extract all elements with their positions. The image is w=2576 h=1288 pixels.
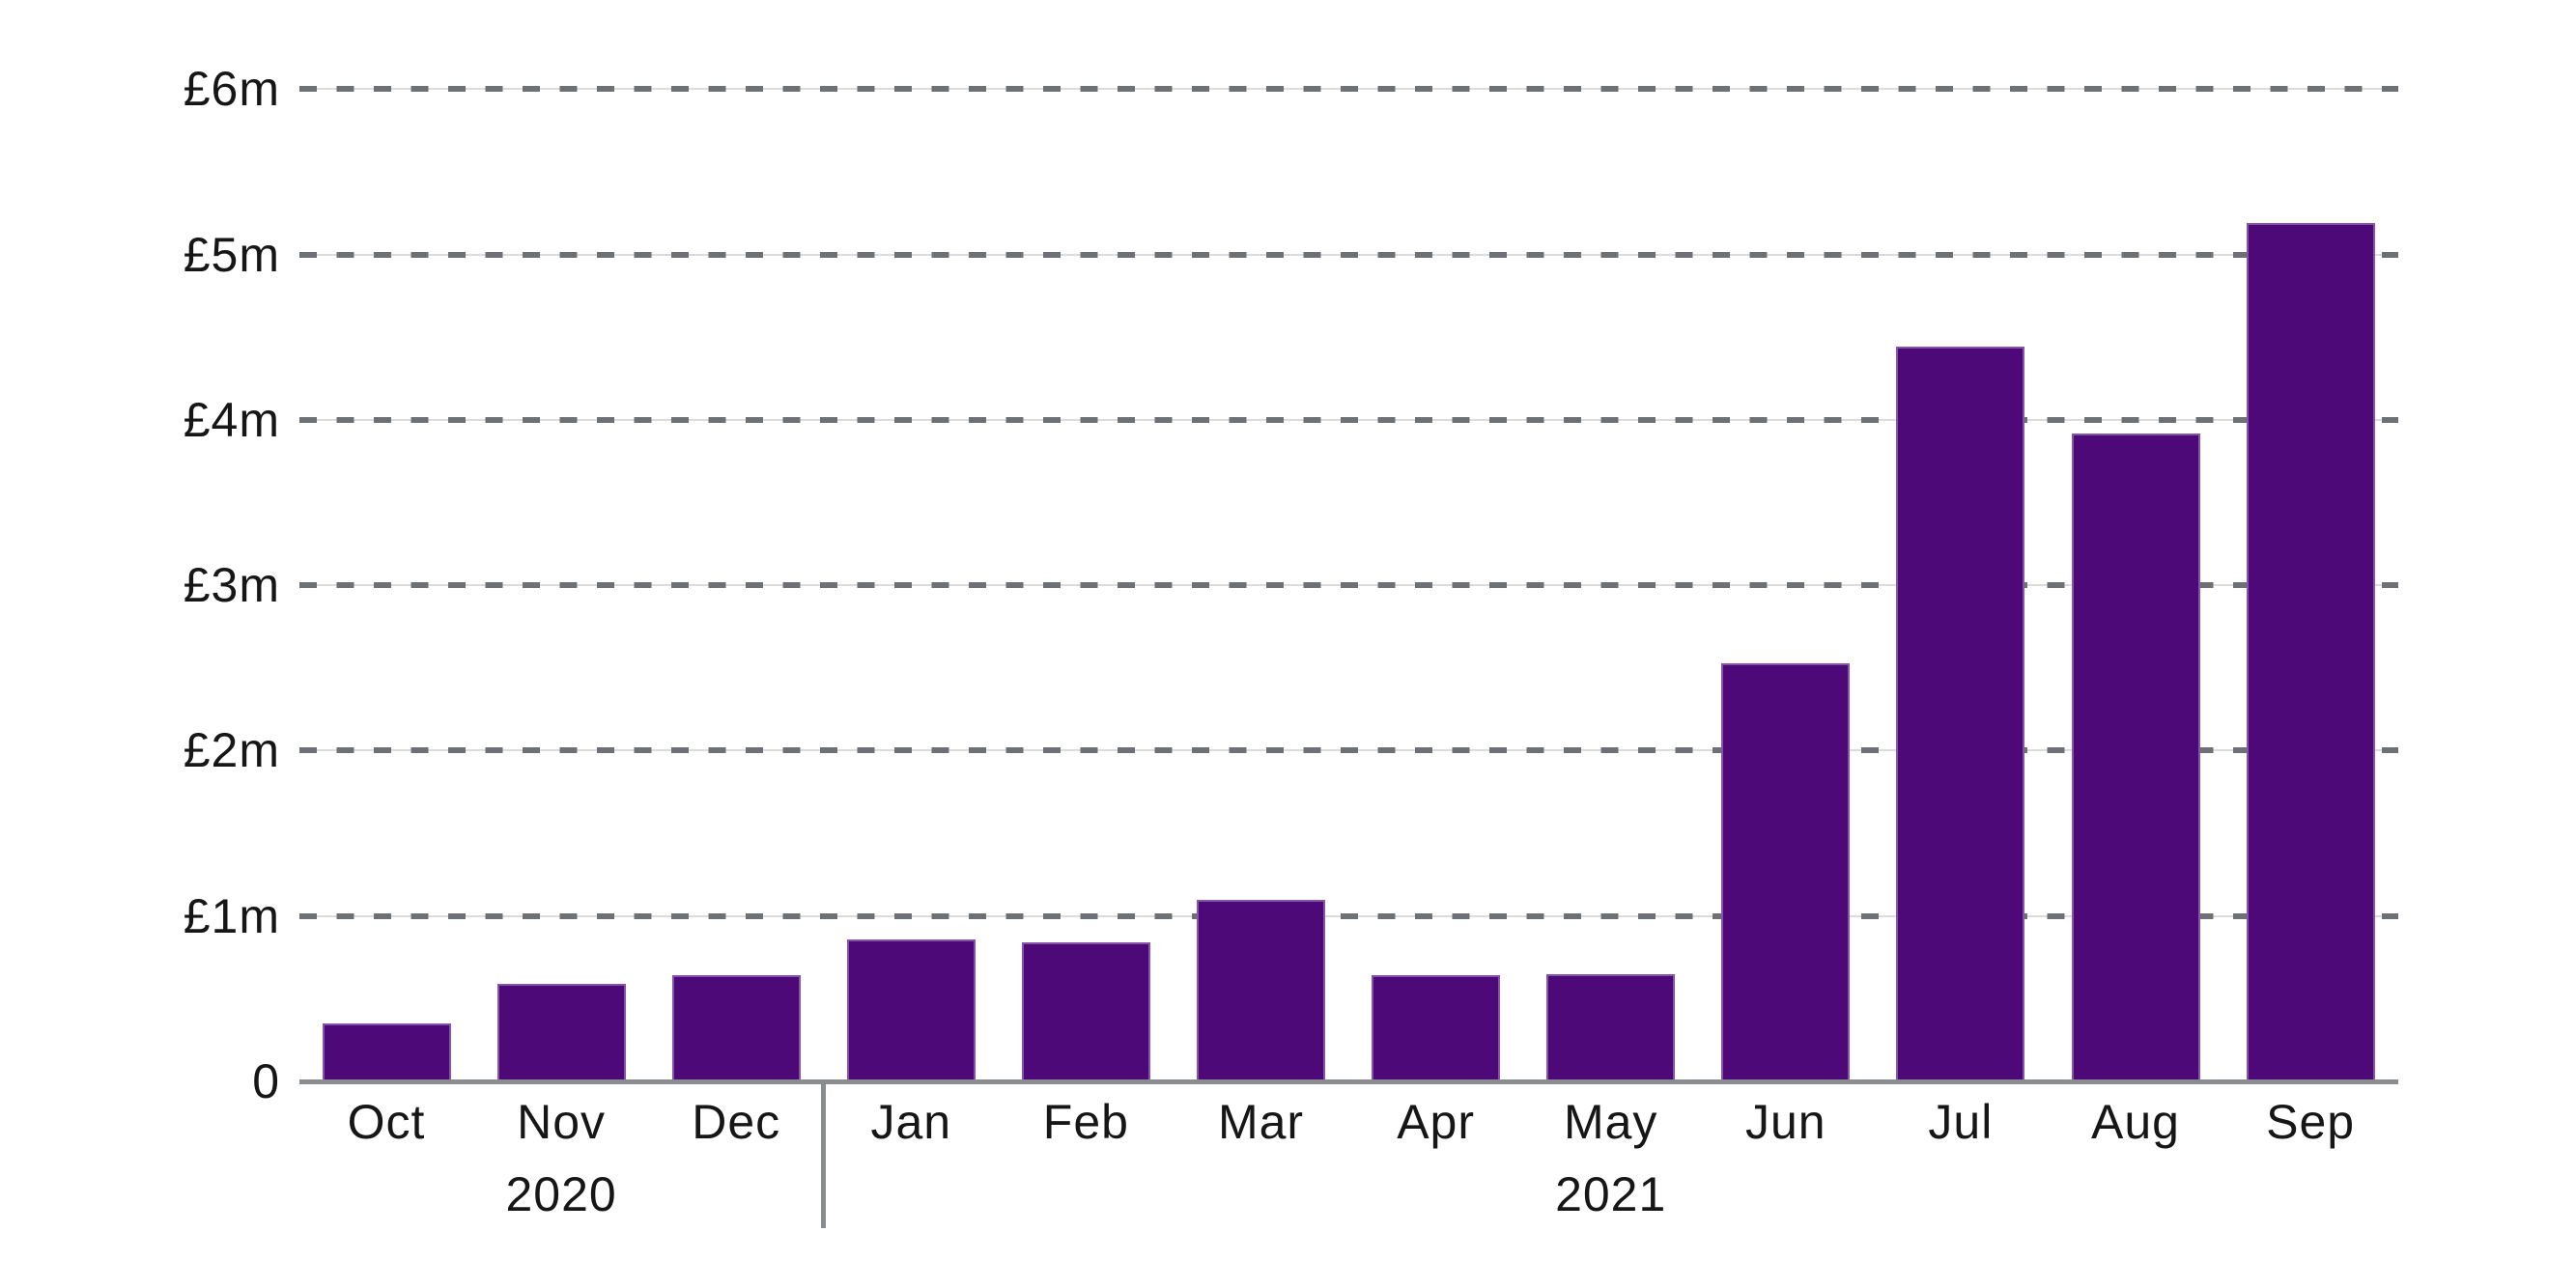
x-axis-label-sep: Sep bbox=[2266, 1095, 2356, 1149]
bar-jul bbox=[1896, 347, 2025, 1081]
year-label-2020: 2020 bbox=[505, 1167, 617, 1221]
x-axis-label-apr: Apr bbox=[1397, 1095, 1475, 1149]
y-axis-tick-label: £1m bbox=[183, 888, 280, 943]
x-axis-label-mar: Mar bbox=[1217, 1095, 1305, 1149]
bar-sep bbox=[2246, 222, 2375, 1081]
bar-dec bbox=[671, 975, 801, 1081]
y-axis-tick-label: £2m bbox=[183, 723, 280, 778]
y-axis-tick-label: £5m bbox=[183, 227, 280, 282]
bar-nov bbox=[496, 983, 626, 1081]
bar-aug bbox=[2071, 433, 2200, 1081]
bar-jun bbox=[1721, 662, 1851, 1081]
x-axis-label-jan: Jan bbox=[870, 1095, 952, 1149]
x-axis-label-aug: Aug bbox=[2091, 1095, 2180, 1149]
x-axis-label-feb: Feb bbox=[1042, 1095, 1129, 1149]
y-axis-tick-label: £3m bbox=[183, 558, 280, 613]
gridline bbox=[299, 912, 2398, 919]
x-axis-label-dec: Dec bbox=[692, 1095, 781, 1149]
y-axis-tick-label: £4m bbox=[183, 392, 280, 447]
x-axis-label-jun: Jun bbox=[1744, 1095, 1826, 1149]
gridline bbox=[299, 251, 2398, 258]
bar-jan bbox=[846, 938, 976, 1081]
x-axis-label-oct: Oct bbox=[347, 1095, 426, 1149]
x-axis-label-nov: Nov bbox=[517, 1095, 607, 1149]
gridline bbox=[299, 747, 2398, 754]
gridline bbox=[299, 582, 2398, 589]
bar-apr bbox=[1372, 975, 1501, 1081]
gridline bbox=[299, 416, 2398, 423]
bar-feb bbox=[1021, 942, 1150, 1081]
y-axis-tick-label: 0 bbox=[252, 1054, 280, 1108]
bar-mar bbox=[1197, 899, 1325, 1081]
x-axis-label-may: May bbox=[1563, 1095, 1658, 1149]
bar-may bbox=[1546, 973, 1676, 1081]
year-label-2021: 2021 bbox=[1555, 1167, 1667, 1221]
gridline bbox=[299, 86, 2398, 93]
year-group-divider bbox=[821, 1081, 827, 1228]
x-axis-label-jul: Jul bbox=[1928, 1095, 1994, 1149]
y-axis-tick-label: £6m bbox=[183, 62, 280, 117]
bar-oct bbox=[322, 1023, 451, 1081]
x-axis-baseline bbox=[299, 1079, 2398, 1084]
